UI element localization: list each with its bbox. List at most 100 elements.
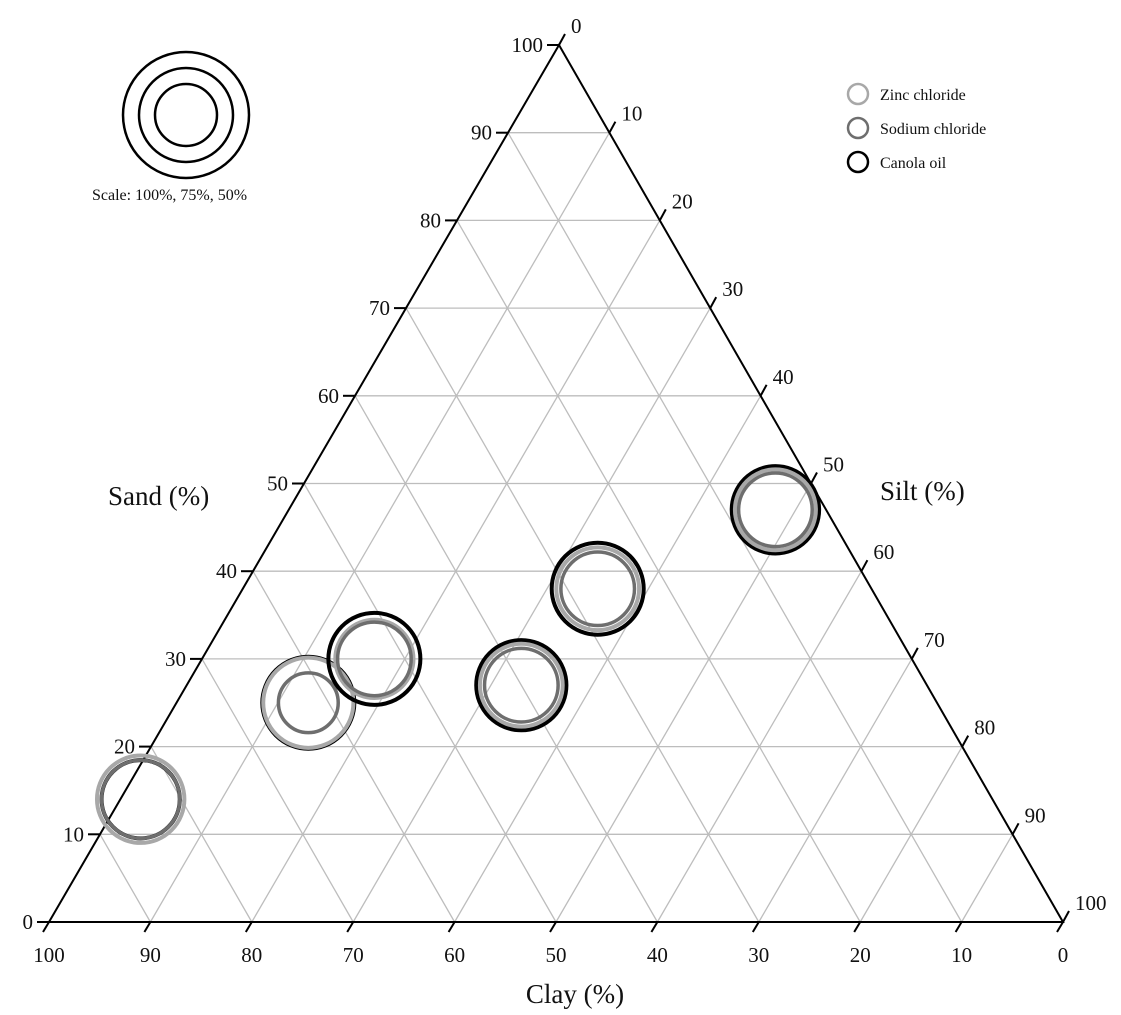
clay-tick-1 [143,921,152,933]
canola-oil-circle [549,540,646,637]
grid-line-silt-90 [961,833,1014,923]
clay-tick-5 [549,921,557,933]
clay-tick-label: 40 [647,943,668,967]
canola-oil-circle [474,638,569,733]
silt-tick-label: 80 [974,716,995,740]
sand-tick-label: 90 [471,121,492,145]
sand-tick-label: 70 [369,296,390,320]
grid-line-silt-30 [352,307,711,923]
canola-oil-circle [729,464,822,556]
canola-oil-circle [326,610,423,707]
grid-line-clay-70 [201,658,354,923]
grid-line-clay-30 [405,307,760,923]
silt-tick-label: 30 [722,277,743,301]
grid-lines [99,132,1014,923]
silt-tick-10 [1062,910,1070,923]
sodium-chloride-circle [482,646,560,724]
clay-tick-label: 0 [1058,943,1069,967]
clay-tick-7 [751,921,760,933]
clay-axis-title: Clay (%) [526,979,624,1009]
sodium-chloride-circle [559,550,637,628]
data-point-1 [94,753,187,845]
legend-label-2: Canola oil [880,155,947,172]
data-points [94,464,822,845]
silt-tick-8 [961,735,970,748]
grid-line-silt-80 [859,746,963,923]
sand-tick-label: 40 [216,559,237,583]
sand-tick-label: 10 [63,822,84,846]
clay-tick-label: 20 [850,943,871,967]
legend-marker-0 [846,82,870,106]
clay-tick-label: 100 [33,943,65,967]
clay-tick-label: 50 [546,943,567,967]
silt-tick-label: 20 [672,189,693,213]
legend-label-1: Sodium chloride [880,121,986,138]
sand-tick-label: 50 [267,472,288,496]
zinc-chloride-circle [732,467,818,553]
sand-tick-label: 60 [318,384,339,408]
silt-tick-label: 60 [873,540,894,564]
sand-tick-label: 0 [23,910,34,934]
zinc-chloride-circle [333,617,416,701]
clay-tick-8 [853,921,862,933]
clay-tick-3 [346,921,355,933]
axis-ticks: 0010010109020208030307040406050505060604… [23,14,1107,967]
scale-circle-100 [121,50,251,180]
data-point-3 [326,610,423,707]
grid-line-silt-50 [555,483,812,923]
silt-axis-title: Silt (%) [880,476,965,506]
clay-tick-label: 60 [444,943,465,967]
data-point-5 [549,540,646,637]
sodium-chloride-circle [736,471,814,549]
data-point-2 [260,654,357,751]
scale-caption: Scale: 100%, 75%, 50% [92,187,247,204]
silt-tick-2 [658,208,667,221]
grid-line-clay-90 [99,833,151,923]
scale-circle-50 [153,82,219,148]
silt-tick-label: 10 [621,102,642,126]
sodium-chloride-circle [99,758,182,841]
clay-tick-label: 10 [951,943,972,967]
legend: Zinc chloride Sodium chloride Canola oil [846,82,986,174]
silt-tick-7 [910,647,919,660]
size-scale-legend: Scale: 100%, 75%, 50% [92,50,251,204]
sand-axis-title: Sand (%) [108,481,209,511]
grid-line-clay-60 [252,570,456,923]
silt-tick-label: 0 [571,14,582,38]
grid-line-clay-50 [303,483,557,923]
zinc-chloride-circle [261,655,356,750]
grid-line-silt-10 [149,132,610,923]
clay-tick-0 [42,921,50,933]
zinc-chloride-circle [477,641,565,729]
clay-tick-6 [650,921,659,933]
data-point-6 [729,464,822,556]
sand-tick-label: 80 [420,208,441,232]
data-point-4 [474,638,569,733]
sodium-chloride-circle [276,671,340,735]
silt-tick-label: 90 [1025,803,1046,827]
silt-tick-label: 70 [924,628,945,652]
silt-tick-1 [608,121,617,134]
silt-tick-9 [1011,822,1020,835]
silt-tick-label: 50 [823,453,844,477]
sand-tick-label: 20 [114,735,135,759]
grid-line-silt-60 [656,570,862,923]
silt-tick-3 [709,296,718,309]
grid-line-clay-80 [150,746,253,923]
silt-tick-4 [759,384,768,397]
clay-tick-9 [954,921,963,933]
sand-tick-label: 30 [165,647,186,671]
sand-tick-label: 100 [512,33,544,57]
legend-marker-1 [846,116,870,140]
clay-tick-10 [1056,921,1064,933]
scale-circle-75 [137,66,235,164]
clay-tick-label: 30 [748,943,769,967]
clay-tick-4 [447,921,456,933]
clay-tick-label: 90 [140,943,161,967]
legend-marker-2 [846,150,870,174]
clay-tick-label: 70 [343,943,364,967]
zinc-chloride-circle [94,753,187,845]
sodium-chloride-circle [335,620,413,698]
silt-tick-6 [860,559,869,572]
